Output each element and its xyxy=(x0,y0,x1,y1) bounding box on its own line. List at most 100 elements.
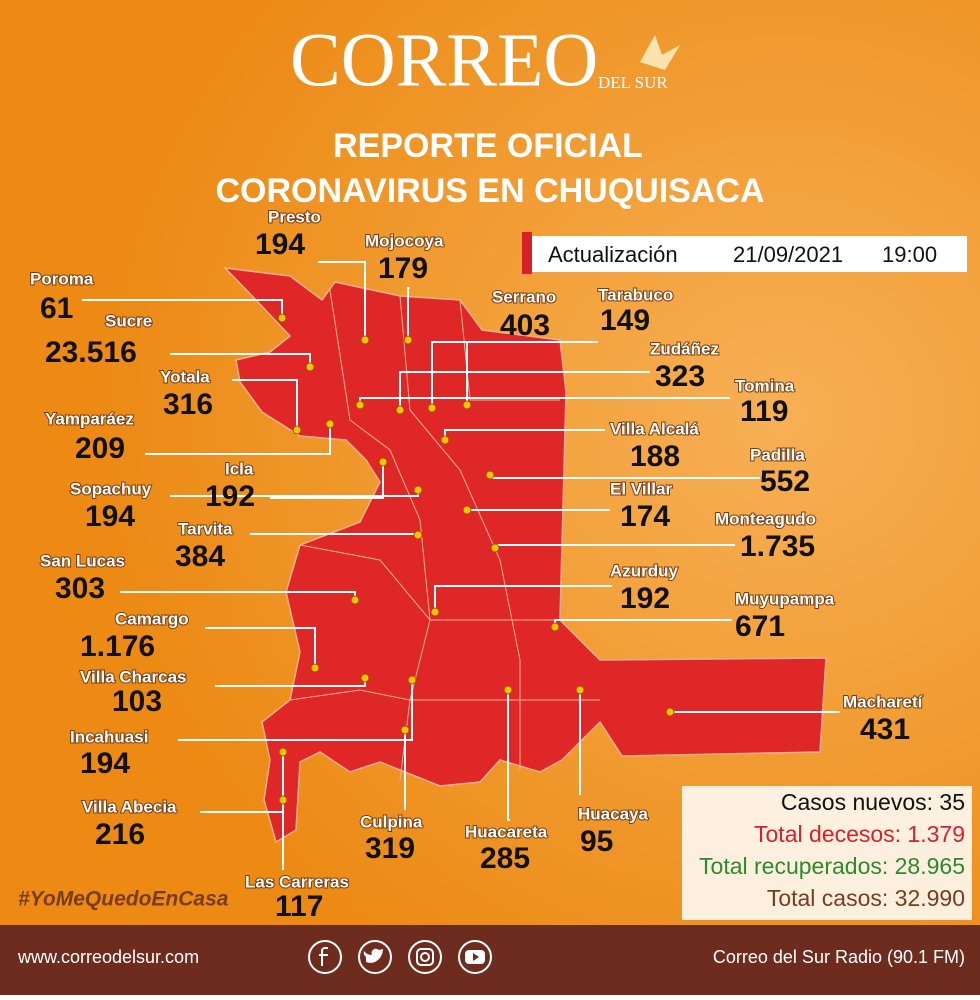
municipality-name: Villa Alcalá xyxy=(610,419,699,438)
municipality-cases: 174 xyxy=(620,500,670,533)
municipality-dot xyxy=(503,685,513,695)
municipality-dot xyxy=(490,543,500,553)
municipality-dot xyxy=(400,725,410,735)
twitter-icon[interactable] xyxy=(358,940,392,974)
leader-line xyxy=(82,299,283,318)
municipality-name: Incahuasi xyxy=(70,727,148,746)
municipality-cases: 194 xyxy=(80,747,130,780)
municipality-name: Huacareta xyxy=(465,822,548,841)
municipality-dot xyxy=(305,362,315,372)
municipality-dot xyxy=(462,400,472,410)
municipality-cases: 117 xyxy=(275,890,323,923)
municipality-cases: 1.176 xyxy=(80,630,155,663)
municipality-name: Mojocoya xyxy=(365,231,444,250)
municipality-dot xyxy=(665,707,675,717)
municipality-cases: 384 xyxy=(175,540,225,573)
municipality-name: Tarabuco xyxy=(598,285,673,304)
logo: CORREO xyxy=(290,18,598,102)
summary-line: Casos nuevos: 35 xyxy=(781,789,965,815)
footer-website: www.correodelsur.com xyxy=(17,947,199,967)
municipality-dot xyxy=(360,673,370,683)
update-box xyxy=(527,236,967,272)
municipality-dot xyxy=(278,747,288,757)
summary-line: Total decesos: 1.379 xyxy=(754,821,965,847)
municipality-name: San Lucas xyxy=(40,551,125,570)
municipality-cases: 209 xyxy=(75,432,125,465)
municipality-dot xyxy=(550,622,560,632)
municipality-name: Tarvita xyxy=(178,519,233,538)
leader-line xyxy=(434,585,612,612)
leader-line xyxy=(205,627,316,668)
municipality-dot xyxy=(292,425,302,435)
municipality-name: Camargo xyxy=(115,609,189,628)
municipal-borders xyxy=(289,289,600,781)
municipality-cases: 285 xyxy=(480,842,530,875)
municipality-name: Sucre xyxy=(105,311,152,330)
municipality-cases: 192 xyxy=(620,582,670,615)
municipality-dot xyxy=(278,795,288,805)
municipality-name: Sopachuy xyxy=(70,479,152,498)
municipality-name: Villa Charcas xyxy=(80,667,186,686)
municipality-dot xyxy=(413,485,423,495)
department-map xyxy=(222,266,827,844)
municipality-dot xyxy=(427,403,437,413)
footer-radio: Correo del Sur Radio (90.1 FM) xyxy=(713,947,965,967)
municipality-name: Las Carreras xyxy=(245,872,349,891)
municipality-cases: 216 xyxy=(95,818,145,851)
municipality-cases: 23.516 xyxy=(45,336,137,369)
municipality-name: Padilla xyxy=(750,445,805,464)
leader-line xyxy=(232,379,298,430)
municipality-name: Muyupampa xyxy=(735,589,835,608)
summary-line: Total casos: 32.990 xyxy=(767,885,965,911)
municipality-dot xyxy=(403,335,413,345)
municipality-dot xyxy=(413,530,423,540)
hashtag: #YoMeQuedoEnCasa xyxy=(18,888,229,911)
municipality-cases: 316 xyxy=(163,388,213,421)
municipality-dot xyxy=(277,313,287,323)
municipality-name: Serrano xyxy=(492,287,556,306)
municipality-dot xyxy=(440,435,450,445)
municipality-name: Culpina xyxy=(360,812,423,831)
social-icons xyxy=(308,940,492,974)
municipality-cases: 303 xyxy=(55,572,105,605)
municipality-cases: 319 xyxy=(365,832,415,865)
municipality-cases: 671 xyxy=(735,610,785,643)
municipality-cases: 103 xyxy=(112,685,162,718)
municipality-cases: 1.735 xyxy=(740,530,815,563)
municipality-name: Yamparáez xyxy=(45,409,134,428)
summary-box xyxy=(682,786,972,920)
update-label: Actualización xyxy=(548,242,678,267)
leader-line xyxy=(431,341,598,408)
municipality-dot xyxy=(485,470,495,480)
facebook-icon[interactable] xyxy=(308,940,342,974)
municipality-cases: 179 xyxy=(378,252,428,285)
leader-line xyxy=(178,680,413,741)
municipality-name: Presto xyxy=(268,207,321,226)
leader-line xyxy=(318,261,366,340)
municipality-name: Icla xyxy=(225,459,254,478)
instagram-icon[interactable] xyxy=(408,940,442,974)
update-time: 19:00 xyxy=(882,242,937,267)
municipality-cases: 552 xyxy=(760,465,810,498)
municipality-dot xyxy=(462,505,472,515)
municipality-name: Huacaya xyxy=(578,804,648,823)
municipality-name: Azurduy xyxy=(610,561,679,580)
municipality-cases: 192 xyxy=(205,480,255,513)
leader-line xyxy=(250,533,419,535)
logo-sub: DEL SUR xyxy=(598,73,668,92)
municipality-dot xyxy=(378,457,388,467)
municipality-dot xyxy=(395,405,405,415)
municipality-cases: 194 xyxy=(85,500,135,533)
leader-line xyxy=(145,424,331,455)
title-line2: CORONAVIRUS EN CHUQUISACA xyxy=(215,172,764,210)
municipality-cases: 188 xyxy=(630,440,680,473)
youtube-icon[interactable] xyxy=(458,940,492,974)
leader-line xyxy=(407,287,410,340)
summary-line: Total recuperados: 28.965 xyxy=(699,853,965,879)
leader-line xyxy=(507,690,510,821)
municipality-name: Macharetí xyxy=(843,692,924,711)
municipality-name: Monteagudo xyxy=(715,509,816,528)
update-marker xyxy=(522,232,532,274)
municipality-dot xyxy=(350,595,360,605)
